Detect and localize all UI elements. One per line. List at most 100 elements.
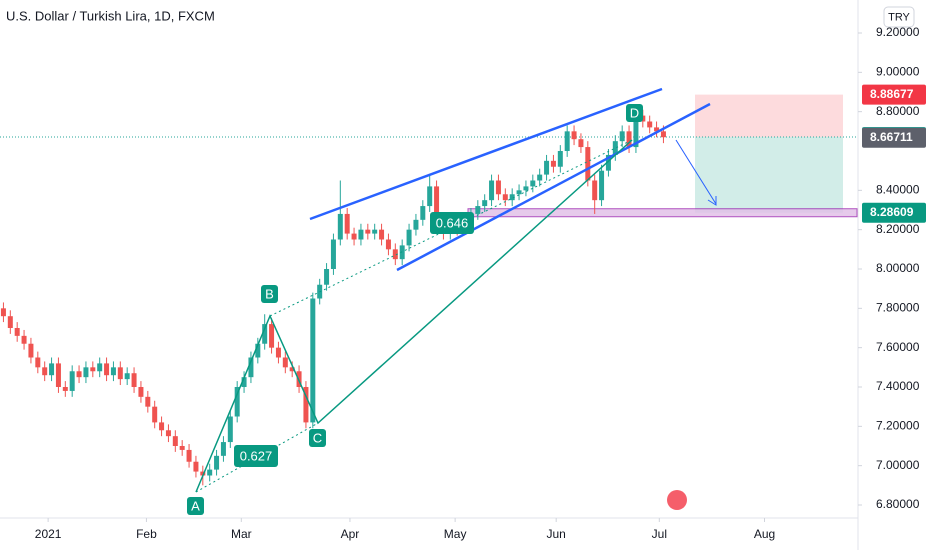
x-tick-label: Aug xyxy=(754,527,775,541)
price-tag-label: 8.88677 xyxy=(870,87,914,101)
drawings: A B C D 0.627 0.646 xyxy=(187,87,717,515)
event-icon xyxy=(667,490,687,510)
x-tick-label: Feb xyxy=(136,527,157,541)
price-tag xyxy=(862,127,926,148)
candle-body xyxy=(502,194,508,201)
candle-body xyxy=(647,121,653,128)
candle-body xyxy=(124,373,130,380)
candle-body xyxy=(495,180,501,195)
candle-body xyxy=(310,298,316,423)
candle-body xyxy=(269,324,275,348)
candle-body xyxy=(557,151,563,167)
point-label: C xyxy=(313,430,322,445)
y-tick-label: 7.20000 xyxy=(876,419,920,433)
x-tick-label: May xyxy=(444,527,467,541)
x-tick-label: 2021 xyxy=(35,527,62,541)
candle-body xyxy=(241,377,247,387)
candle-body xyxy=(392,249,398,260)
candle-body xyxy=(509,194,515,201)
candle-body xyxy=(427,186,433,207)
candle-body xyxy=(330,239,336,269)
candle-body xyxy=(131,373,137,387)
candle-body xyxy=(599,170,605,201)
y-tick-label: 9.20000 xyxy=(876,25,920,39)
ratio-label: 0.646 xyxy=(436,215,469,230)
candle-body xyxy=(434,186,440,220)
price-tag-label: 8.66711 xyxy=(870,130,913,144)
y-tick-label: 8.40000 xyxy=(876,183,920,197)
y-tick-label: 7.00000 xyxy=(876,458,920,472)
candle-body xyxy=(193,461,199,472)
candle-body xyxy=(117,367,123,380)
candle-body xyxy=(200,471,206,476)
ratio-box xyxy=(234,445,278,467)
candle-body xyxy=(530,180,536,187)
candle-body xyxy=(28,343,34,358)
candle-body xyxy=(289,367,295,372)
candle-body xyxy=(612,141,618,155)
currency-label: TRY xyxy=(888,11,910,23)
candle-body xyxy=(42,367,48,376)
candle-body xyxy=(358,229,364,240)
candle-body xyxy=(585,147,591,181)
candle-body xyxy=(571,131,577,140)
candle-body xyxy=(537,174,543,181)
candle-body xyxy=(7,316,13,328)
candle-body xyxy=(76,371,82,378)
candle-body xyxy=(145,396,151,407)
price-tag-label: 8.28609 xyxy=(870,205,914,219)
currency-badge[interactable] xyxy=(883,6,915,28)
y-tick-label: 8.80000 xyxy=(876,104,920,118)
y-tick-label: 7.40000 xyxy=(876,379,920,393)
chart-title: U.S. Dollar / Turkish Lira, 1D, FXCM xyxy=(6,8,215,23)
point-label-box xyxy=(187,497,204,515)
x-tick-label: Mar xyxy=(231,527,252,541)
candle-body xyxy=(605,154,611,171)
drawings xyxy=(0,94,858,218)
stop-zone xyxy=(695,94,843,138)
candle-body xyxy=(255,343,261,358)
candle-body xyxy=(413,219,419,230)
target-zone xyxy=(695,137,843,213)
candle-body xyxy=(351,233,357,240)
candle-body xyxy=(159,422,165,431)
point-label: B xyxy=(265,286,274,301)
candle-body xyxy=(14,328,20,336)
x-tick-label: Jul xyxy=(652,527,667,541)
candle-body xyxy=(275,347,281,358)
candle-body xyxy=(83,367,89,378)
candle-body xyxy=(578,139,584,148)
price-tag xyxy=(862,84,926,105)
candle-body xyxy=(165,430,171,437)
candle-body xyxy=(179,446,185,450)
x-tick-label: Apr xyxy=(341,527,360,541)
candle-body xyxy=(379,229,385,240)
candle-body xyxy=(69,371,75,391)
candle-body xyxy=(344,213,350,234)
candle-body xyxy=(372,229,378,234)
point-label-box xyxy=(261,285,278,303)
candle-body xyxy=(138,387,144,397)
ratio-box xyxy=(430,212,474,234)
candle-body xyxy=(619,131,625,142)
candle-body xyxy=(303,387,309,423)
candle-body xyxy=(337,213,343,240)
ratio-label: 0.627 xyxy=(240,448,273,463)
candle-body xyxy=(152,406,158,423)
channel-line xyxy=(309,87,663,221)
candle-body xyxy=(324,269,330,285)
candle-body xyxy=(660,131,666,138)
candle-body xyxy=(544,160,550,175)
y-tick-label: 6.80000 xyxy=(876,497,920,511)
candle-body xyxy=(592,180,598,201)
y-tick-label: 8.00000 xyxy=(876,261,920,275)
candle-body xyxy=(35,357,41,368)
candle-body xyxy=(420,206,426,220)
candle-body xyxy=(214,455,220,470)
candles xyxy=(0,109,666,486)
y-tick-label: 8.20000 xyxy=(876,222,920,236)
channel-line xyxy=(396,102,711,272)
point-label-box xyxy=(626,104,643,122)
candle-body xyxy=(186,449,192,462)
